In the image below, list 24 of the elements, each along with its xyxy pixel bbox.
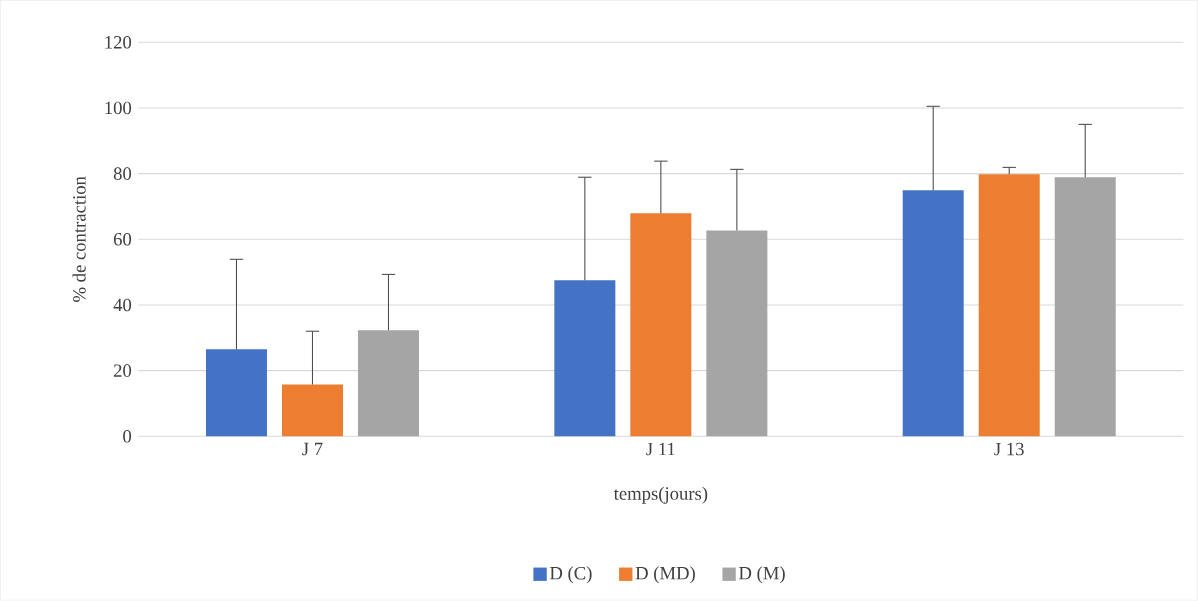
x-tick-label: J 7	[302, 442, 323, 456]
x-tick-label: J 11	[646, 442, 675, 456]
x-axis-title: temps(jours)	[613, 486, 708, 504]
bar	[205, 349, 267, 437]
x-tick-label: J 13	[994, 443, 1024, 456]
y-tick-label: 40	[113, 298, 132, 312]
y-tick-label: 0	[123, 430, 132, 443]
y-axis-title: % de contraction	[72, 176, 86, 303]
bar	[902, 190, 964, 437]
bar	[1054, 177, 1116, 437]
bar	[630, 213, 692, 437]
y-tick-label: 120	[105, 36, 132, 49]
y-tick-label: 20	[113, 364, 132, 378]
bar	[357, 330, 419, 437]
legend-label: D (M)	[738, 566, 785, 584]
y-tick-label: 60	[113, 233, 132, 246]
bar	[706, 230, 768, 437]
bar	[978, 174, 1040, 437]
bar	[554, 280, 616, 437]
y-tick-label: 100	[105, 101, 132, 115]
legend-label: D (C)	[549, 566, 592, 584]
legend-label: D (MD)	[635, 566, 695, 584]
bar	[281, 384, 343, 437]
y-tick-label: 80	[113, 167, 132, 181]
